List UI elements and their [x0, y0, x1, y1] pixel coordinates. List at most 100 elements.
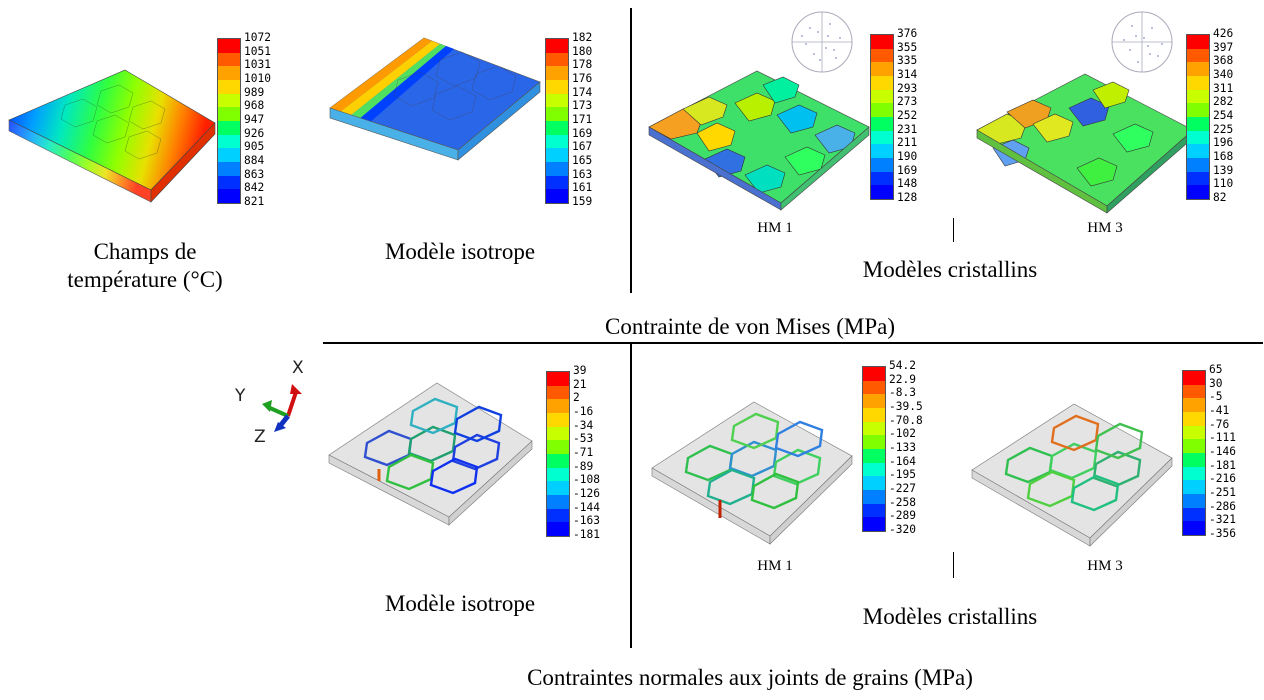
colorbar-swatch: [1183, 466, 1205, 481]
colorbar-swatch: [218, 79, 240, 94]
colorbar-tick-label: -8.3: [889, 386, 916, 400]
hm3-pole-figure: [1111, 11, 1173, 73]
colorbar-swatch: [218, 39, 240, 53]
colorbar-tick-label: -70.8: [889, 413, 923, 427]
colorbar-tick-label: -16: [573, 404, 594, 418]
colorbar-tick-label: 225: [1213, 122, 1234, 136]
colorbar-tick-label: -216: [1209, 472, 1236, 486]
label-hm1-bottom: HM 1: [757, 558, 793, 574]
colorbar-tick-label: 190: [897, 149, 918, 163]
colorbar-tick-label: 252: [897, 108, 918, 122]
colorbar-tick-label: 165: [572, 153, 593, 167]
colorbar-swatch: [863, 394, 885, 408]
colorbar-swatch: [547, 494, 569, 509]
colorbar-tick-label: -227: [889, 481, 916, 495]
colorbar-swatch: [546, 161, 568, 176]
colorbar-tick-label: 842: [244, 181, 265, 195]
colorbar-tick-label: 211: [897, 136, 918, 150]
colorbar-tick-label: 169: [897, 163, 918, 177]
colorbar-swatch: [871, 48, 893, 63]
colorbar-tick-label: 161: [572, 181, 593, 195]
colorbar-tick-label: -71: [573, 445, 594, 459]
caption-isotropic-bottom: Modèle isotrope: [384, 591, 536, 616]
section-title-vonmises: Contrainte de von Mises (MPa): [604, 314, 895, 339]
colorbar-swatch: [218, 175, 240, 190]
colorbar-swatch: [547, 385, 569, 400]
colorbar-tick-label: 1031: [244, 58, 271, 72]
colorbar-tick-label: 30: [1209, 376, 1223, 390]
colorbar-swatch: [547, 372, 569, 386]
colorbar-tick-label: 168: [1213, 149, 1234, 163]
colorbar-swatch: [863, 367, 885, 381]
colorbar-swatch: [547, 426, 569, 441]
colorbar-swatch: [218, 52, 240, 67]
caption-temperature-line1: Champs de: [93, 239, 197, 264]
colorbar-swatch: [547, 467, 569, 482]
colorbar-tick-label: -102: [889, 427, 916, 441]
colorbar-swatch: [1183, 384, 1205, 399]
colorbar-swatch: [863, 448, 885, 463]
colorbar-swatch: [863, 380, 885, 395]
colorbar: [546, 371, 570, 538]
colorbar-swatch: [1187, 89, 1209, 104]
colorbar-tick-label: 163: [572, 167, 593, 181]
vertical-divider-bottom: [630, 343, 632, 648]
colorbar-tick-label: 169: [572, 126, 593, 140]
colorbar-swatch: [546, 79, 568, 94]
colorbar-swatch: [547, 508, 569, 523]
colorbar: [545, 38, 569, 205]
caption-crystal-top: Modèles cristallins: [862, 257, 1038, 282]
colorbar-swatch: [863, 489, 885, 504]
hm1-gb-plate: [651, 401, 853, 545]
colorbar-tick-label: -53: [573, 432, 594, 446]
colorbar-tick-label: 39: [573, 364, 587, 377]
colorbar-tick-label: 282: [1213, 95, 1234, 109]
colorbar-tick-label: 397: [1213, 40, 1234, 54]
colorbar-swatch: [863, 435, 885, 449]
colorbar-tick-label: 273: [897, 95, 918, 109]
colorbar: [217, 38, 241, 205]
colorbar-tick-label: 1072: [244, 31, 271, 44]
colorbar-tick-label: -251: [1209, 485, 1236, 499]
colorbar-swatch: [1183, 493, 1205, 508]
colorbar-tick-label: -41: [1209, 403, 1230, 417]
colorbar-swatch: [871, 144, 893, 158]
colorbar-tick-label: 863: [244, 167, 265, 181]
colorbar-tick-label: 426: [1213, 27, 1234, 40]
colorbar-tick-label: -163: [573, 514, 600, 528]
colorbar-swatch: [546, 189, 568, 203]
colorbar-swatch: [863, 407, 885, 422]
colorbar-swatch: [546, 93, 568, 108]
colorbar-swatch: [871, 62, 893, 76]
colorbar-swatch: [218, 66, 240, 80]
colorbar-swatch: [547, 453, 569, 468]
colorbar-swatch: [1183, 371, 1205, 385]
colorbar-tick-label: -286: [1209, 499, 1236, 513]
colorbar-tick-label: 174: [572, 85, 593, 99]
colorbar-tick-label: 128: [897, 190, 918, 204]
colorbar-tick-label: 180: [572, 44, 593, 58]
colorbar-swatch: [1187, 62, 1209, 76]
colorbar-swatch: [1183, 411, 1205, 426]
label-hm3-bottom: HM 3: [1087, 558, 1123, 574]
colorbar-swatch: [1187, 103, 1209, 117]
caption-temperature-line2: température (°C): [67, 267, 223, 292]
colorbar-swatch: [218, 161, 240, 176]
colorbar-swatch: [546, 148, 568, 162]
colorbar-tick-label: -195: [889, 468, 916, 482]
colorbar-swatch: [1187, 48, 1209, 63]
colorbar-tick-label: 311: [1213, 81, 1234, 95]
colorbar-tick-label: 293: [897, 81, 918, 95]
vertical-divider-top: [630, 8, 632, 293]
colorbar-swatch: [871, 171, 893, 186]
colorbar-tick-label: 376: [897, 27, 918, 40]
colorbar-tick-label: -181: [1209, 458, 1236, 472]
caption-isotropic-top: Modèle isotrope: [384, 239, 536, 264]
colorbar-swatch: [1187, 116, 1209, 131]
colorbar-swatch: [1187, 185, 1209, 199]
section-title-grain-boundary: Contraintes normales aux joints de grain…: [527, 665, 973, 690]
colorbar-tick-label: 182: [572, 31, 593, 44]
colorbar-tick-label: 926: [244, 126, 265, 140]
colorbar-swatch: [1187, 144, 1209, 158]
colorbar-tick-label: 82: [1213, 190, 1227, 204]
